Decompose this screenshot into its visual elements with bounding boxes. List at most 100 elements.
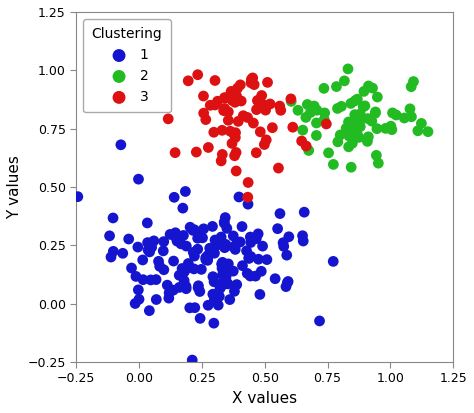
2: [320, 116, 328, 123]
3: [211, 102, 219, 108]
1: [170, 258, 177, 264]
1: [184, 260, 192, 267]
1: [196, 315, 204, 322]
1: [165, 295, 173, 301]
1: [210, 320, 218, 326]
3: [298, 138, 305, 145]
1: [263, 256, 271, 263]
3: [192, 149, 200, 155]
3: [219, 127, 226, 134]
3: [228, 88, 235, 95]
1: [189, 357, 196, 363]
1: [135, 296, 143, 303]
1: [214, 241, 222, 248]
1: [144, 220, 151, 226]
1: [223, 243, 230, 249]
1: [299, 233, 306, 239]
3: [227, 128, 234, 135]
3: [221, 105, 228, 112]
2: [303, 101, 311, 108]
1: [194, 235, 201, 242]
2: [392, 112, 400, 119]
3: [239, 112, 247, 119]
1: [172, 233, 179, 240]
1: [186, 224, 194, 230]
2: [361, 102, 369, 109]
3: [247, 76, 255, 83]
1: [256, 291, 264, 298]
2: [325, 150, 332, 156]
1: [246, 273, 254, 279]
2: [344, 66, 352, 72]
1: [204, 257, 211, 263]
3: [261, 141, 268, 148]
1: [222, 278, 230, 285]
2: [364, 138, 371, 145]
1: [191, 304, 199, 311]
1: [205, 252, 212, 259]
1: [147, 277, 155, 283]
3: [250, 81, 258, 88]
2: [410, 78, 417, 85]
2: [307, 109, 314, 116]
1: [204, 252, 211, 259]
1: [210, 278, 218, 285]
1: [282, 283, 290, 290]
2: [347, 164, 355, 171]
2: [334, 105, 341, 112]
3: [262, 107, 269, 114]
1: [271, 275, 279, 282]
1: [198, 266, 205, 273]
1: [222, 273, 230, 280]
1: [156, 263, 164, 270]
1: [134, 244, 142, 250]
2: [407, 83, 415, 90]
1: [225, 261, 232, 267]
2: [382, 125, 389, 132]
1: [148, 244, 155, 251]
3: [231, 134, 239, 141]
1: [235, 194, 243, 200]
2: [351, 112, 358, 118]
1: [244, 201, 252, 207]
2: [424, 128, 432, 135]
1: [152, 276, 160, 283]
3: [247, 79, 255, 86]
3: [171, 150, 179, 156]
1: [215, 240, 222, 247]
1: [182, 266, 190, 273]
1: [181, 277, 188, 284]
3: [200, 110, 208, 116]
3: [250, 120, 257, 126]
1: [177, 233, 185, 240]
1: [139, 276, 147, 283]
3: [232, 168, 240, 174]
1: [253, 235, 260, 242]
1: [144, 239, 151, 246]
1: [182, 188, 189, 195]
1: [217, 284, 225, 290]
1: [276, 210, 284, 217]
1: [214, 302, 222, 309]
1: [194, 229, 201, 236]
3: [289, 124, 297, 131]
1: [204, 302, 212, 309]
1: [159, 247, 167, 254]
2: [401, 115, 408, 121]
2: [388, 126, 396, 133]
Y-axis label: Y values: Y values: [7, 155, 22, 219]
2: [369, 85, 376, 91]
2: [408, 114, 415, 120]
1: [255, 256, 262, 263]
1: [125, 236, 132, 242]
3: [232, 129, 239, 136]
1: [257, 268, 265, 275]
1: [216, 285, 224, 292]
3: [237, 98, 245, 104]
1: [175, 272, 183, 278]
3: [228, 140, 236, 147]
1: [150, 237, 158, 244]
3: [245, 179, 252, 186]
1: [210, 297, 218, 303]
1: [329, 258, 337, 265]
